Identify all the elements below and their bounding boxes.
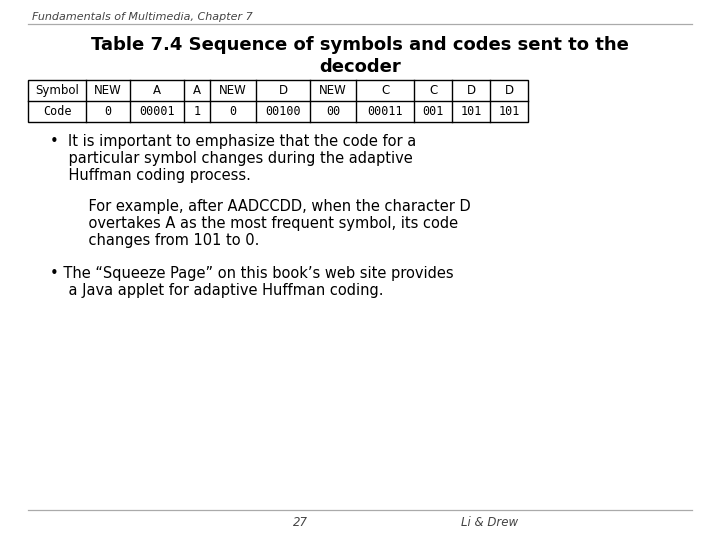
Text: Fundamentals of Multimedia, Chapter 7: Fundamentals of Multimedia, Chapter 7 xyxy=(32,12,253,22)
Text: 101: 101 xyxy=(460,105,482,118)
Text: 001: 001 xyxy=(423,105,444,118)
Text: NEW: NEW xyxy=(94,84,122,97)
Text: 27: 27 xyxy=(292,516,307,529)
Text: • The “Squeeze Page” on this book’s web site provides: • The “Squeeze Page” on this book’s web … xyxy=(50,266,454,281)
Text: NEW: NEW xyxy=(319,84,347,97)
Text: Huffman coding process.: Huffman coding process. xyxy=(50,168,251,183)
Text: 0: 0 xyxy=(104,105,112,118)
Text: Table 7.4 Sequence of symbols and codes sent to the: Table 7.4 Sequence of symbols and codes … xyxy=(91,36,629,54)
Text: D: D xyxy=(467,84,476,97)
Text: D: D xyxy=(279,84,287,97)
Bar xyxy=(28,80,528,122)
Text: decoder: decoder xyxy=(319,58,401,76)
Text: 00100: 00100 xyxy=(265,105,301,118)
Text: a Java applet for adaptive Huffman coding.: a Java applet for adaptive Huffman codin… xyxy=(50,283,384,298)
Text: changes from 101 to 0.: changes from 101 to 0. xyxy=(70,233,259,248)
Text: C: C xyxy=(429,84,437,97)
Text: particular symbol changes during the adaptive: particular symbol changes during the ada… xyxy=(50,151,413,166)
Text: •  It is important to emphasize that the code for a: • It is important to emphasize that the … xyxy=(50,134,416,149)
Text: 0: 0 xyxy=(230,105,237,118)
Text: For example, after AADCCDD, when the character D: For example, after AADCCDD, when the cha… xyxy=(70,199,471,214)
Text: D: D xyxy=(505,84,513,97)
Text: overtakes A as the most frequent symbol, its code: overtakes A as the most frequent symbol,… xyxy=(70,216,458,231)
Text: Code: Code xyxy=(42,105,71,118)
Text: 101: 101 xyxy=(498,105,520,118)
Text: Symbol: Symbol xyxy=(35,84,79,97)
Text: 00011: 00011 xyxy=(367,105,402,118)
Text: NEW: NEW xyxy=(219,84,247,97)
Text: Li & Drew: Li & Drew xyxy=(462,516,518,529)
Text: 00001: 00001 xyxy=(139,105,175,118)
Text: 1: 1 xyxy=(194,105,201,118)
Text: C: C xyxy=(381,84,389,97)
Text: 00: 00 xyxy=(326,105,340,118)
Text: A: A xyxy=(193,84,201,97)
Text: A: A xyxy=(153,84,161,97)
